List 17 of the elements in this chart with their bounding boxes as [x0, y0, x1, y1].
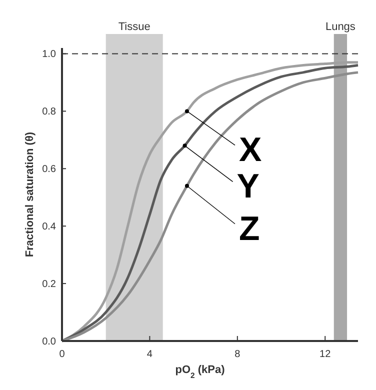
x-tick-label: 4 [146, 349, 153, 360]
band-label: Lungs [325, 21, 356, 33]
band-label: Tissue [118, 21, 150, 33]
y-tick-label: 1.0 [42, 49, 56, 60]
x-tick-label: 0 [59, 349, 66, 360]
x-tick-label: 12 [320, 349, 332, 360]
x-axis-title: pO$_{2}$ (kPa) [175, 364, 226, 380]
y-tick-label: 0.6 [42, 164, 56, 176]
x-tick-label: 8 [234, 349, 241, 360]
legend-label: Y [236, 168, 260, 206]
y-tick-label: 0.2 [42, 279, 56, 290]
y-tick-label: 0.8 [42, 106, 56, 118]
legend-label: X [238, 131, 262, 170]
series-label: Z [238, 210, 260, 248]
y-axis-title: Fractional saturation (θ) [24, 132, 36, 258]
y-tick-label: 0.0 [42, 336, 56, 348]
y-tick-label: 0.4 [42, 222, 56, 233]
